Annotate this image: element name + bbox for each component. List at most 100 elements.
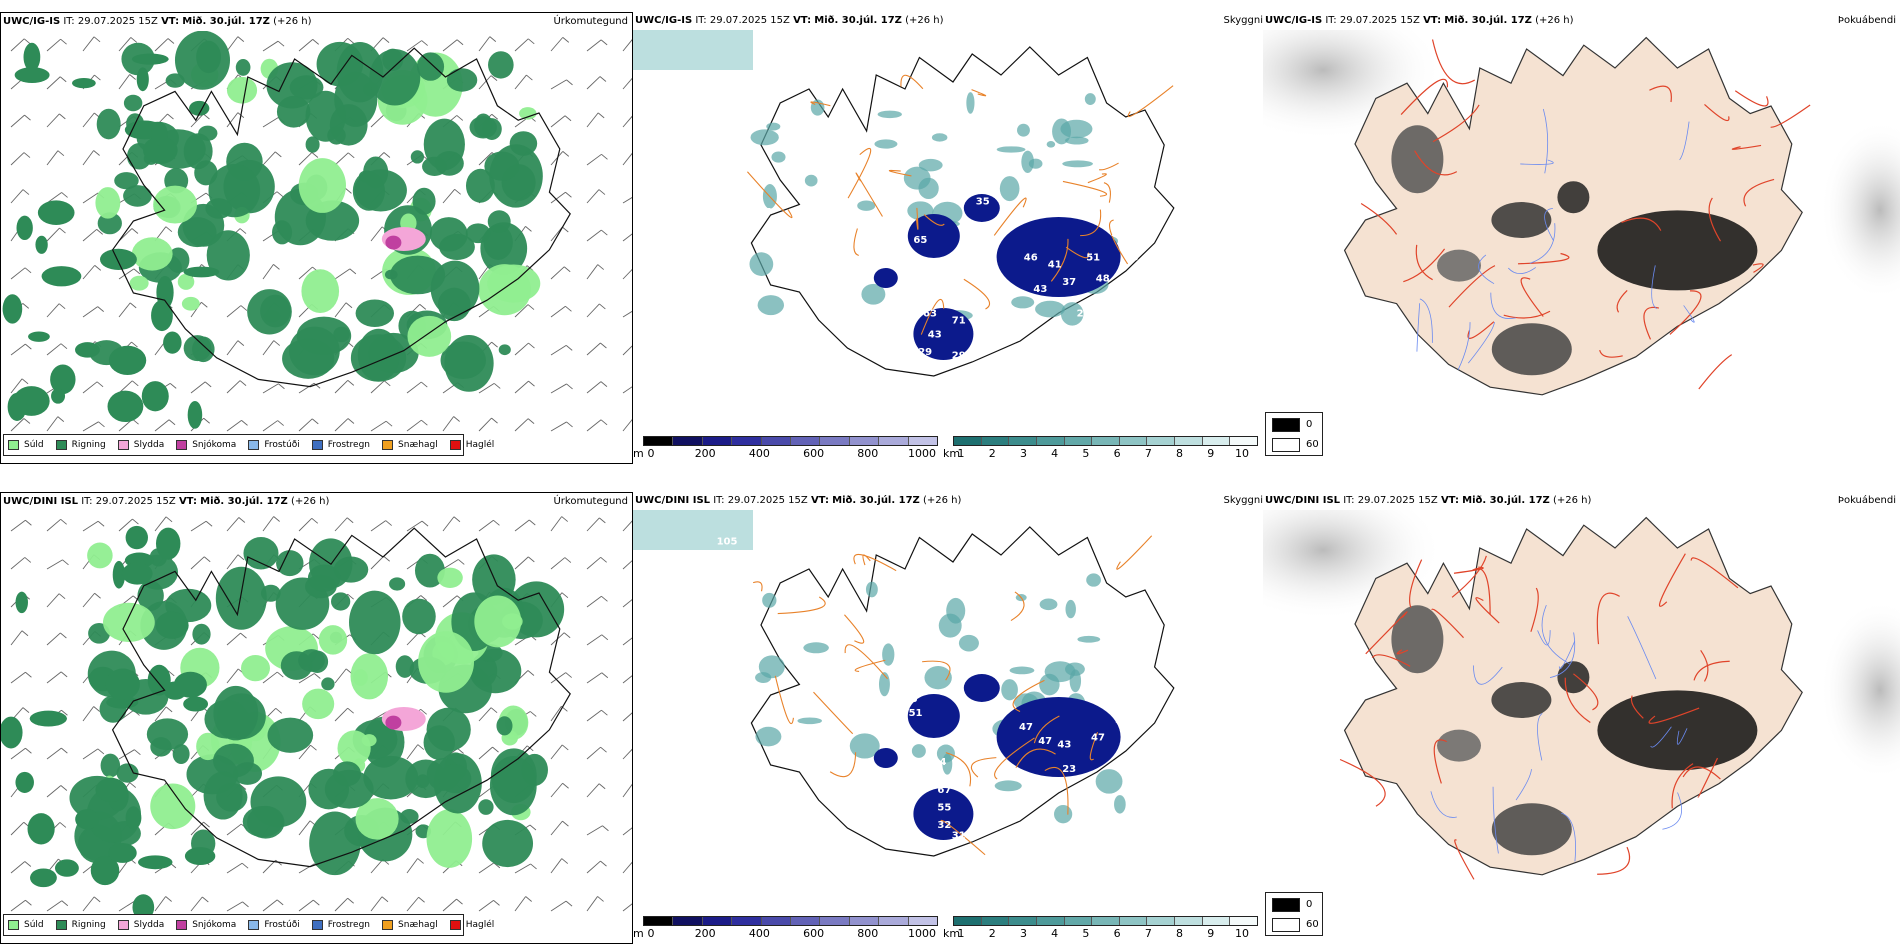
colorbar-tick: 200 <box>694 927 716 940</box>
legend-swatch <box>117 920 129 930</box>
precip-legend-item: Snjókoma <box>176 920 236 930</box>
visibility-value-label: 41 <box>1048 260 1062 271</box>
visibility-value-label: 47 <box>875 715 889 726</box>
colorbar-tick: 400 <box>748 927 770 940</box>
legend-label: Slydda <box>133 920 165 930</box>
colorbar-tick: 1 <box>957 927 965 940</box>
precip-panel-2: UWC/DINI ISL IT: 29.07.2025 15Z VT: Mið.… <box>0 492 633 944</box>
precip-panel-1: UWC/IG-IS IT: 29.07.2025 15Z VT: Mið. 30… <box>0 12 633 464</box>
visibility-value-label: 51 <box>909 708 923 719</box>
legend-swatch <box>55 440 67 450</box>
colorbar-tick: 10 <box>1235 927 1249 940</box>
precip-legend-item: Frostregn <box>311 440 371 450</box>
colorbar-tick: 3 <box>1019 447 1027 460</box>
legend-label: Snæhagl <box>398 920 438 930</box>
legend-swatch <box>55 920 67 930</box>
legend-swatch <box>311 920 323 930</box>
fog-legend-swatch <box>1272 438 1300 452</box>
colorbar-tick: 0 <box>647 447 655 460</box>
fog-legend-2: 0 60 <box>1265 892 1323 936</box>
precip-legend-item: Rigning <box>55 440 106 450</box>
visibility-value-label: 55 <box>937 803 951 814</box>
colorbar-tick: 10 <box>1235 447 1249 460</box>
visibility-value-label: 47 <box>1091 733 1105 744</box>
visibility-value-label: 65 <box>913 235 927 246</box>
visibility-colorbar-1: km 1 2 3 4 5 6 7 8 9 10 <box>943 436 1263 464</box>
colorbar-tick: 8 <box>1176 927 1184 940</box>
fog-legend-1: 0 60 <box>1265 412 1323 456</box>
colorbar-tick: 1 <box>957 447 965 460</box>
visibility-value-label: 66 <box>1125 253 1139 264</box>
visibility-value-label: 43 <box>1033 284 1047 295</box>
colorbar-unit: m <box>633 447 644 460</box>
colorbar-tick: 9 <box>1207 927 1215 940</box>
colorbar-tick: 800 <box>857 927 879 940</box>
visibility-colorbar-2: km 1 2 3 4 5 6 7 8 9 10 <box>943 916 1263 944</box>
legend-label: Frostregn <box>327 920 371 930</box>
colorbar-tick: 6 <box>1113 447 1121 460</box>
precip-legend-item: Frostúði <box>248 920 300 930</box>
colorbar-unit: km <box>943 927 961 940</box>
visibility-title-2: Skyggni <box>1223 495 1263 506</box>
colorbar-tick: 600 <box>803 447 825 460</box>
colorbar-tick: 600 <box>803 927 825 940</box>
precip-legend-item: Snæhagl <box>382 440 438 450</box>
colorbar-unit: m <box>633 927 644 940</box>
visibility-value-label: 71 <box>952 316 966 327</box>
legend-swatch <box>248 440 260 450</box>
header-4: UWC/DINI ISL IT: 29.07.2025 15Z VT: Mið.… <box>3 496 330 507</box>
colorbar-tick: 7 <box>1144 927 1152 940</box>
visibility-value-label: 43 <box>928 330 942 341</box>
colorbar-strip <box>643 436 938 446</box>
precip-legend-item: Frostúði <box>248 440 300 450</box>
visibility-value-label: 318 <box>928 277 949 288</box>
visibility-value-label: 48 <box>1096 274 1110 285</box>
legend-label: Súld <box>24 920 44 930</box>
colorbar-tick: 1000 <box>908 447 936 460</box>
fog-legend-value: 60 <box>1306 439 1319 450</box>
fog-legend-value: 0 <box>1306 899 1313 910</box>
fog-map-2 <box>1263 510 1900 904</box>
ceiling-panel-1: UWC/IG-IS IT: 29.07.2025 15Z VT: Mið. 30… <box>633 12 1263 464</box>
fog-legend-swatch <box>1272 418 1300 432</box>
legend-label: Frostregn <box>327 440 371 450</box>
colorbar-tick: 0 <box>647 927 655 940</box>
visibility-value-label: 47 <box>1038 736 1052 747</box>
fog-title-1: Þokuábendi <box>1837 15 1896 26</box>
header-3: UWC/IG-IS IT: 29.07.2025 15Z VT: Mið. 30… <box>1265 15 1574 26</box>
legend-swatch <box>117 440 129 450</box>
visibility-value-label: 24 <box>1077 309 1091 320</box>
precip-map-1 <box>1 31 632 437</box>
visibility-value-label: 31 <box>952 831 966 842</box>
precip-title-1: Úrkomutegund <box>553 16 628 27</box>
visibility-value-label: 105 <box>717 537 738 548</box>
legend-swatch <box>176 920 188 930</box>
fog-legend-value: 60 <box>1306 919 1319 930</box>
precip-legend-item: Frostregn <box>311 920 371 930</box>
visibility-value-label: 51 <box>1086 253 1100 264</box>
fog-panel-2: UWC/DINI ISL IT: 29.07.2025 15Z VT: Mið.… <box>1263 492 1900 944</box>
precip-legend-item: Súld <box>8 440 44 450</box>
colorbar-tick: 6 <box>1113 927 1121 940</box>
legend-swatch <box>8 440 19 450</box>
legend-swatch <box>382 440 394 450</box>
fog-map-1 <box>1263 30 1900 424</box>
header-6: UWC/DINI ISL IT: 29.07.2025 15Z VT: Mið.… <box>1265 495 1592 506</box>
colorbar-tick: 7 <box>1144 447 1152 460</box>
precip-map-2 <box>1 511 632 917</box>
header-5: UWC/DINI ISL IT: 29.07.2025 15Z VT: Mið.… <box>635 495 962 506</box>
colorbar-tick: 800 <box>857 447 879 460</box>
visibility-value-label: 23 <box>1062 764 1076 775</box>
visibility-value-label: 46 <box>1024 253 1038 264</box>
visibility-value-label: 43 <box>1057 740 1071 751</box>
fog-panel-1: UWC/IG-IS IT: 29.07.2025 15Z VT: Mið. 30… <box>1263 12 1900 464</box>
legend-label: Súld <box>24 440 44 450</box>
precip-legend-item: Haglél <box>449 440 494 450</box>
header-1: UWC/IG-IS IT: 29.07.2025 15Z VT: Mið. 30… <box>3 16 312 27</box>
visibility-value-label: 29 <box>918 347 932 358</box>
precip-legend-2: Súld Rigning Slydda Snjókoma Frostúði Frostre… <box>3 914 494 936</box>
legend-swatch <box>382 920 394 930</box>
legend-label: Snæhagl <box>398 440 438 450</box>
precip-title-2: Úrkomutegund <box>553 496 628 507</box>
visibility-value-label: 57 <box>1115 715 1129 726</box>
